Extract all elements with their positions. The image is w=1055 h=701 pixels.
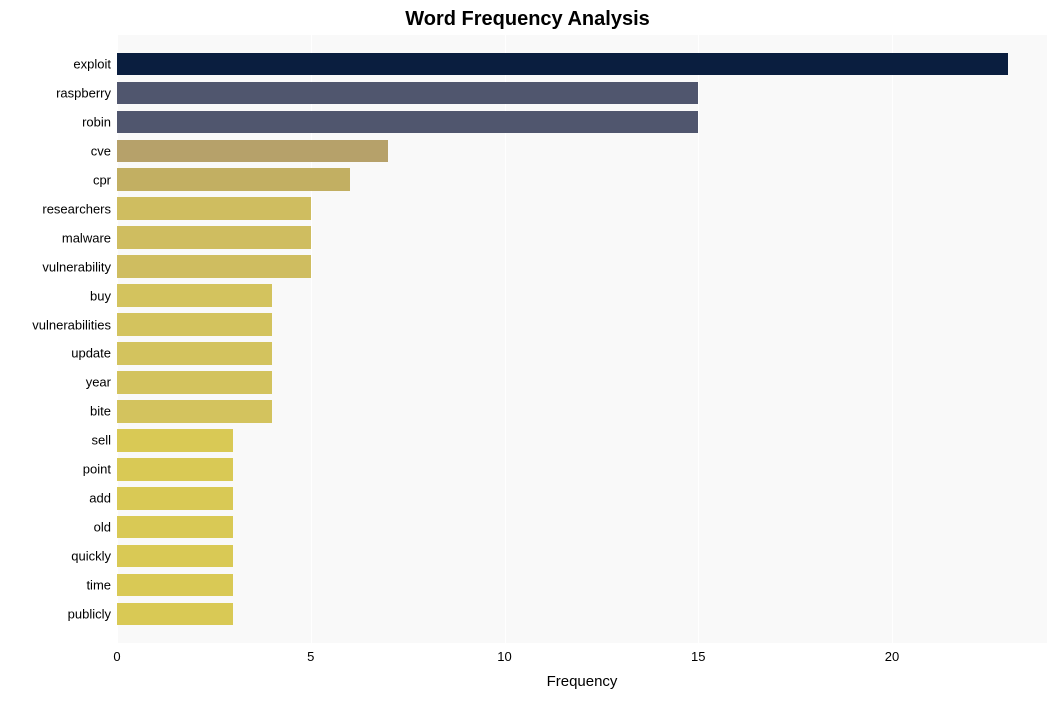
bar: [117, 371, 272, 394]
y-tick-label: raspberry: [56, 85, 117, 100]
bar: [117, 82, 698, 105]
y-tick-label: old: [94, 520, 117, 535]
bar: [117, 111, 698, 134]
y-tick-label: bite: [90, 404, 117, 419]
bar: [117, 545, 233, 568]
y-tick-label: publicly: [68, 607, 117, 622]
y-tick-label: cve: [91, 143, 117, 158]
bar: [117, 516, 233, 539]
y-tick-label: malware: [62, 230, 117, 245]
y-tick-label: exploit: [73, 56, 117, 71]
y-tick-label: cpr: [93, 172, 117, 187]
plot-area: Frequency 05101520exploitraspberryrobinc…: [117, 35, 1047, 643]
bar: [117, 458, 233, 481]
y-tick-label: add: [89, 491, 117, 506]
bar: [117, 226, 311, 249]
bar: [117, 487, 233, 510]
bar: [117, 342, 272, 365]
y-tick-label: buy: [90, 288, 117, 303]
bar: [117, 603, 233, 626]
y-tick-label: point: [83, 462, 117, 477]
bar: [117, 53, 1008, 76]
y-tick-label: year: [86, 375, 117, 390]
x-tick-label: 10: [497, 643, 511, 664]
y-tick-label: vulnerability: [42, 259, 117, 274]
y-tick-label: time: [86, 578, 117, 593]
grid-line: [698, 35, 699, 643]
bar: [117, 255, 311, 278]
x-tick-label: 20: [885, 643, 899, 664]
bar: [117, 313, 272, 336]
y-tick-label: vulnerabilities: [32, 317, 117, 332]
x-tick-label: 5: [307, 643, 314, 664]
x-tick-label: 0: [113, 643, 120, 664]
y-tick-label: update: [71, 346, 117, 361]
grid-line: [892, 35, 893, 643]
y-tick-label: sell: [91, 433, 117, 448]
bar: [117, 400, 272, 423]
bar: [117, 140, 388, 163]
y-tick-label: researchers: [42, 201, 117, 216]
bar: [117, 429, 233, 452]
bar: [117, 168, 350, 191]
y-tick-label: robin: [82, 114, 117, 129]
bar: [117, 284, 272, 307]
bar: [117, 197, 311, 220]
chart-title: Word Frequency Analysis: [0, 8, 1055, 31]
y-tick-label: quickly: [71, 549, 117, 564]
chart-container: Word Frequency Analysis Frequency 051015…: [0, 0, 1055, 701]
bar: [117, 574, 233, 597]
x-tick-label: 15: [691, 643, 705, 664]
x-axis-title: Frequency: [547, 673, 618, 690]
